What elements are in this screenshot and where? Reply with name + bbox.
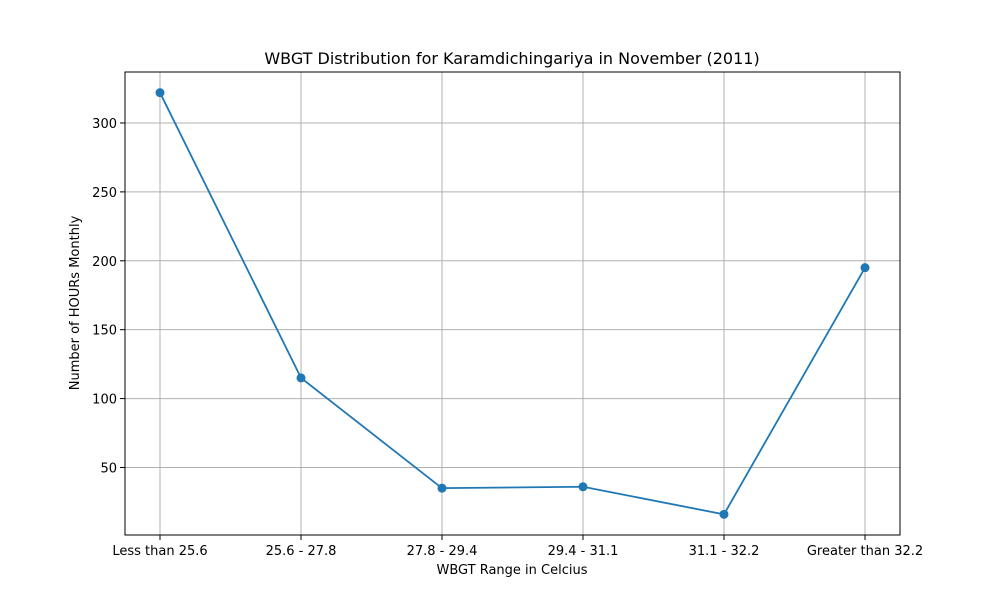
y-tick-label: 100 [92, 393, 117, 408]
chart-title: WBGT Distribution for Karamdichingariya … [264, 49, 759, 68]
grid [125, 72, 900, 535]
y-tick-label: 250 [92, 186, 117, 201]
data-point [296, 373, 306, 383]
y-tick-label: 200 [92, 255, 117, 270]
data-point [437, 483, 447, 493]
data-point [860, 263, 870, 273]
x-tick-label: Less than 25.6 [112, 544, 207, 559]
y-tick-label: 150 [92, 324, 117, 339]
x-tick-label: 31.1 - 32.2 [689, 544, 760, 559]
series-line [159, 92, 866, 516]
plot-frame [124, 71, 901, 536]
x-axis-label: WBGT Range in Celcius [436, 563, 587, 578]
y-axis-ticks: 50 100 150 200 250 300 [92, 117, 125, 476]
x-tick-label: Greater than 32.2 [807, 544, 923, 559]
data-point [578, 482, 588, 492]
x-tick-label: 27.8 - 29.4 [407, 544, 478, 559]
series-line-layer [155, 88, 870, 519]
x-axis-ticks: Less than 25.6 25.6 - 27.8 27.8 - 29.4 29.4… [112, 535, 923, 559]
x-tick-label: 25.6 - 27.8 [266, 544, 337, 559]
data-point [155, 88, 165, 98]
y-tick-label: 300 [92, 117, 117, 132]
x-tick-label: 29.4 - 31.1 [548, 544, 619, 559]
y-tick-label: 50 [100, 461, 117, 476]
y-axis-label: Number of HOURs Monthly [68, 215, 83, 390]
data-point [719, 509, 729, 519]
